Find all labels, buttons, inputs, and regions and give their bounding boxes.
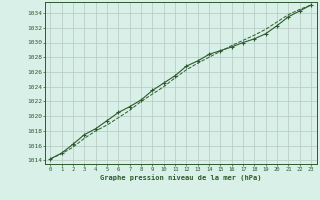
X-axis label: Graphe pression niveau de la mer (hPa): Graphe pression niveau de la mer (hPa) <box>100 175 261 181</box>
